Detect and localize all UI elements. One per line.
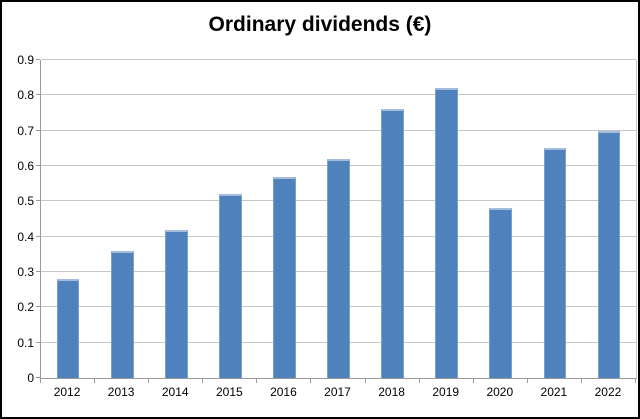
x-tick-label: 2022 [594, 385, 622, 399]
y-tick-label: 0.8 [17, 88, 34, 103]
bar-series [41, 60, 636, 378]
y-tick-label: 0.7 [17, 123, 34, 138]
bar-category [366, 60, 420, 378]
y-axis-labels: 0 0.1 0.2 0.3 0.4 0.5 0.6 0.7 0.8 0.9 [2, 54, 34, 384]
x-tick-label: 2016 [270, 385, 297, 399]
bar-2022 [597, 130, 621, 378]
y-tick-label: 0.3 [17, 265, 34, 279]
x-axis-tick [635, 379, 636, 383]
chart-title: Ordinary dividends (€) [208, 13, 432, 36]
plot-area [36, 59, 637, 383]
y-tick-label: 0.5 [17, 194, 34, 209]
y-tick-label: 0 [27, 371, 34, 385]
y-axis-tick [36, 165, 40, 167]
x-axis-tick [580, 379, 582, 383]
x-tick-label: 2021 [540, 385, 568, 399]
bar-2017 [327, 158, 350, 378]
y-axis-tick [36, 94, 40, 96]
bar-2019 [435, 88, 459, 378]
y-tick-label: 0.6 [17, 159, 34, 173]
bar-2014 [164, 229, 188, 378]
x-axis-tick [364, 379, 366, 383]
x-tick-label: 2019 [432, 385, 460, 399]
y-axis-tick [36, 306, 40, 308]
x-axis-tick [526, 379, 528, 383]
bar-2016 [273, 176, 296, 378]
bar-category [41, 60, 95, 378]
x-axis-tick [148, 379, 150, 383]
bar-category [311, 60, 365, 378]
x-axis-tick [202, 379, 204, 383]
bar-2021 [543, 148, 567, 378]
bar-2012 [56, 279, 80, 378]
x-tick-label: 2012 [53, 385, 81, 399]
bar-category [203, 60, 257, 378]
y-tick-label: 0.1 [17, 335, 34, 350]
x-tick-label: 2014 [161, 385, 189, 399]
y-tick-label: 0.4 [17, 229, 34, 244]
x-axis-tick [256, 379, 258, 383]
y-axis-tick [36, 235, 40, 237]
y-axis-tick [36, 377, 40, 378]
x-axis-tick [40, 379, 41, 383]
y-tick-label: 0.9 [17, 53, 34, 67]
y-axis-tick [36, 59, 40, 60]
bar-2013 [110, 250, 134, 378]
y-axis-tick [36, 341, 40, 343]
x-tick-label: 2015 [215, 385, 243, 399]
y-axis-tick [36, 200, 40, 202]
x-tick-label: 2017 [324, 385, 351, 399]
bar-2018 [381, 109, 404, 378]
x-tick-label: 2018 [378, 385, 405, 399]
bar-category [582, 60, 636, 378]
bar-2020 [489, 208, 513, 378]
x-axis-tick [94, 379, 96, 383]
y-axis-tick [36, 129, 40, 131]
x-axis-tick [310, 379, 312, 383]
bar-2015 [218, 194, 242, 378]
bar-category [528, 60, 582, 378]
x-axis-tick [472, 379, 474, 383]
y-tick-label: 0.2 [17, 300, 34, 315]
gridline [41, 94, 636, 96]
bar-category [149, 60, 203, 378]
bar-category [420, 60, 474, 378]
x-axis-tick [418, 379, 420, 383]
bar-category [257, 60, 311, 378]
x-tick-label: 2013 [107, 385, 135, 399]
x-tick-label: 2020 [486, 385, 514, 399]
bar-category [474, 60, 528, 378]
x-axis-labels: 2012 2013 2014 2015 2016 2017 2018 2019 2020 2021… [40, 385, 635, 399]
bar-category [95, 60, 149, 378]
y-axis-tick [36, 271, 40, 273]
gridline [41, 59, 636, 60]
gridline [41, 129, 636, 131]
